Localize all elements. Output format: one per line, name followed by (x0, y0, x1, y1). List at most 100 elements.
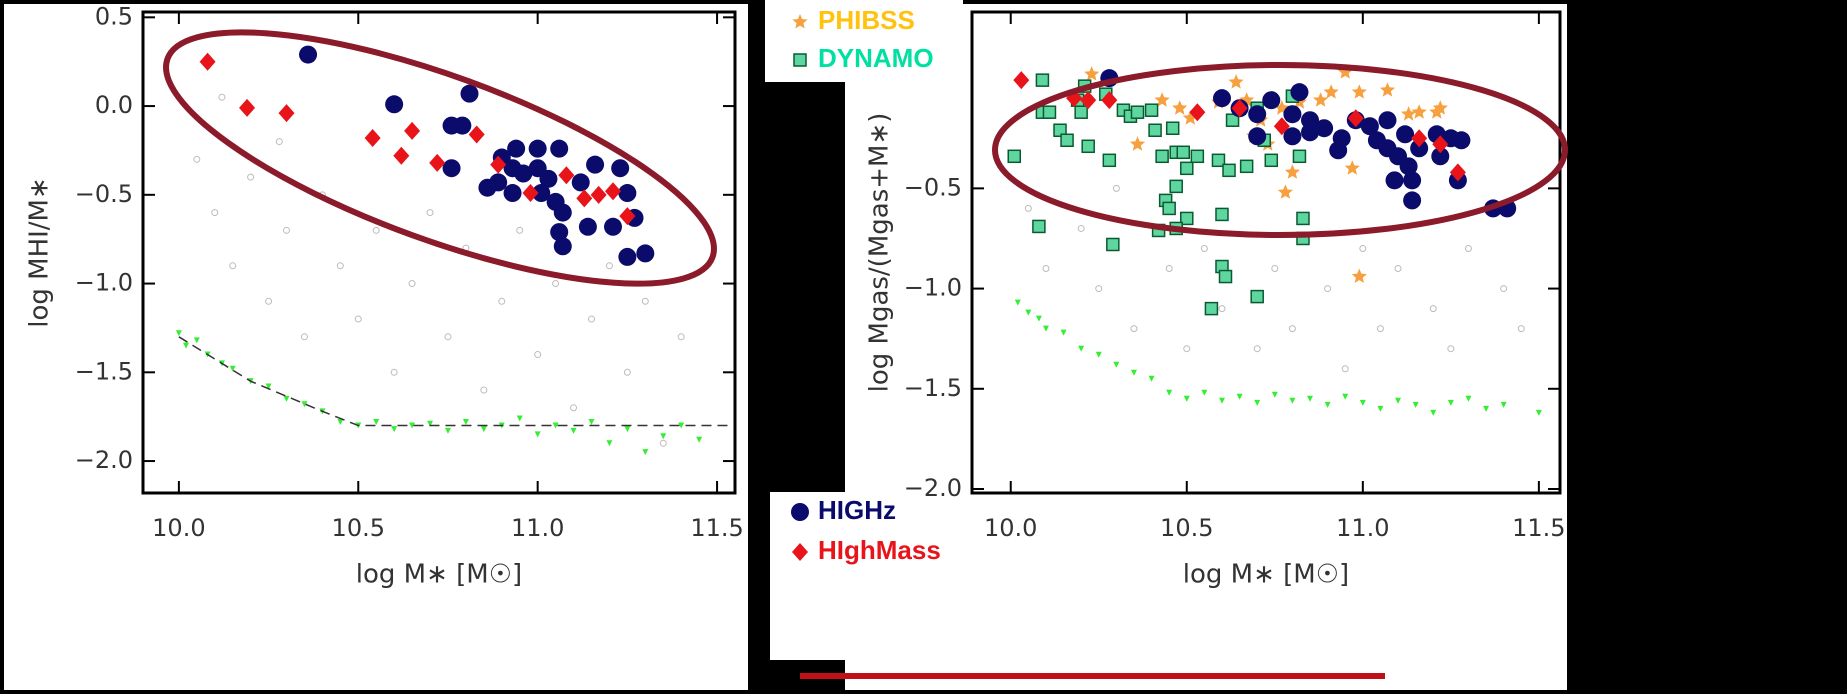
point (337, 419, 344, 426)
point (503, 184, 522, 203)
point (229, 365, 236, 372)
point (1095, 285, 1103, 293)
point (1148, 123, 1162, 137)
y-axis-label: log MHI/M∗ (25, 177, 55, 328)
point (1212, 89, 1231, 108)
point (1215, 207, 1229, 222)
point (1313, 92, 1329, 107)
point (642, 449, 649, 456)
point (1144, 103, 1159, 117)
point (793, 53, 807, 67)
point (480, 426, 487, 433)
point (539, 169, 558, 188)
point (1410, 139, 1429, 158)
point (514, 164, 533, 183)
point (1447, 345, 1455, 353)
plot-frame (141, 10, 737, 495)
point (1095, 351, 1102, 358)
point (588, 419, 595, 426)
point (1201, 389, 1208, 396)
point (1344, 160, 1360, 175)
point (1042, 265, 1050, 273)
point (1432, 135, 1449, 154)
point (1080, 91, 1097, 110)
point (218, 93, 226, 101)
point (1013, 71, 1030, 90)
point (1483, 405, 1490, 412)
point (1155, 149, 1169, 164)
legend-top-bg (765, 0, 963, 82)
point (229, 262, 237, 270)
point (1074, 105, 1088, 119)
point (301, 401, 308, 408)
point (1236, 393, 1243, 400)
x-tick-label: 11.0 (1336, 514, 1389, 542)
point (390, 368, 398, 376)
point (1452, 131, 1471, 150)
point (1359, 399, 1366, 406)
point (1189, 103, 1206, 122)
point (1148, 375, 1155, 382)
point (1060, 329, 1067, 336)
point (1517, 325, 1525, 333)
point (522, 184, 539, 203)
legend-label: PHIBSS (818, 5, 915, 35)
point (507, 139, 526, 158)
point (1250, 289, 1264, 304)
point (1351, 84, 1367, 99)
point (1102, 153, 1117, 168)
point (1341, 365, 1349, 373)
point (1307, 395, 1314, 402)
point (1500, 285, 1508, 293)
point (1394, 265, 1402, 273)
point (283, 395, 290, 402)
point (1291, 94, 1308, 109)
point (265, 297, 273, 305)
point (1535, 409, 1542, 416)
point (605, 182, 622, 201)
y-tick-label: −1.0 (904, 274, 962, 302)
point (193, 155, 201, 163)
point (372, 226, 380, 234)
point (1284, 164, 1300, 179)
point (1290, 83, 1309, 102)
point (1403, 171, 1422, 190)
point (1296, 211, 1310, 226)
y-tick-label: −1.5 (904, 374, 962, 402)
point (678, 422, 685, 429)
point (462, 419, 469, 426)
point (1101, 91, 1118, 110)
point (624, 426, 631, 433)
point (1359, 244, 1367, 252)
point (1112, 184, 1120, 192)
point (1183, 345, 1191, 353)
point (1222, 163, 1236, 178)
point (1225, 113, 1240, 127)
point (1337, 64, 1353, 79)
point (490, 155, 507, 174)
point (1166, 389, 1173, 396)
y-tick-label: 0.0 (95, 91, 133, 119)
point (1254, 399, 1261, 406)
point (1007, 149, 1022, 164)
point (792, 14, 808, 29)
point (1106, 237, 1120, 252)
point (641, 297, 649, 305)
point (1411, 104, 1427, 119)
point (1377, 405, 1384, 412)
point (1218, 397, 1225, 404)
point (792, 543, 808, 561)
point (1429, 305, 1437, 313)
point (468, 125, 485, 144)
left-panel-bg (4, 4, 748, 690)
point (278, 104, 295, 123)
legend-label: HIghMass (818, 535, 941, 565)
point (409, 422, 416, 429)
point (1130, 325, 1138, 333)
point (1035, 73, 1050, 87)
point (1447, 399, 1454, 406)
point (1385, 171, 1404, 190)
legend-label: HIGHz (818, 495, 896, 525)
y-tick-label: −1.0 (75, 269, 133, 297)
